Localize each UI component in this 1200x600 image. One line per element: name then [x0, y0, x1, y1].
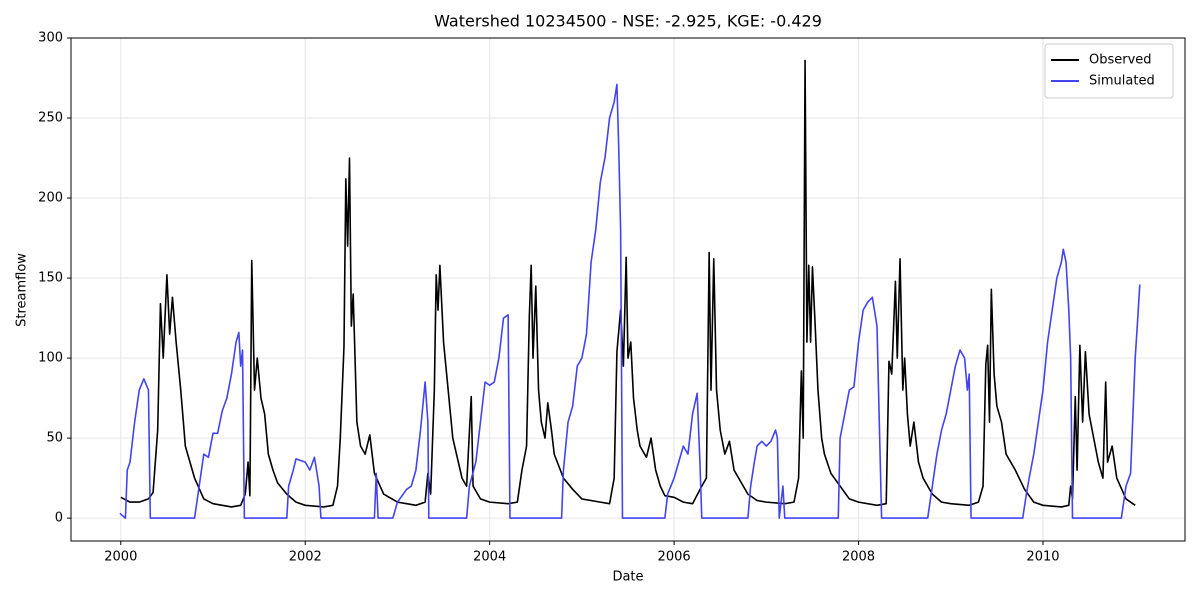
y-tick-label: 150: [38, 271, 63, 286]
data-line: [120, 59, 1136, 508]
legend-label: Observed: [1089, 53, 1152, 68]
y-tick-label: 200: [38, 191, 63, 206]
x-tick-label: 2008: [842, 550, 875, 565]
legend-label: Simulated: [1089, 74, 1155, 89]
chart-title: Watershed 10234500 - NSE: -2.925, KGE: -…: [434, 12, 822, 31]
y-tick-label: 300: [38, 31, 63, 46]
x-tick-label: 2006: [658, 550, 691, 565]
y-tick-label: 100: [38, 351, 63, 366]
x-tick-label: 2000: [104, 550, 137, 565]
x-tick-label: 2002: [289, 550, 322, 565]
y-tick-label: 50: [46, 431, 63, 446]
y-tick-label: 0: [55, 511, 63, 526]
y-axis-label: Streamflow: [15, 253, 30, 327]
x-tick-label: 2004: [473, 550, 506, 565]
legend-box: [1044, 43, 1174, 99]
y-tick-label: 250: [38, 111, 63, 126]
plot-frame: [70, 37, 1186, 542]
data-line: [119, 83, 1141, 519]
x-tick-label: 2010: [1026, 550, 1059, 565]
x-axis-label: Date: [612, 570, 643, 585]
